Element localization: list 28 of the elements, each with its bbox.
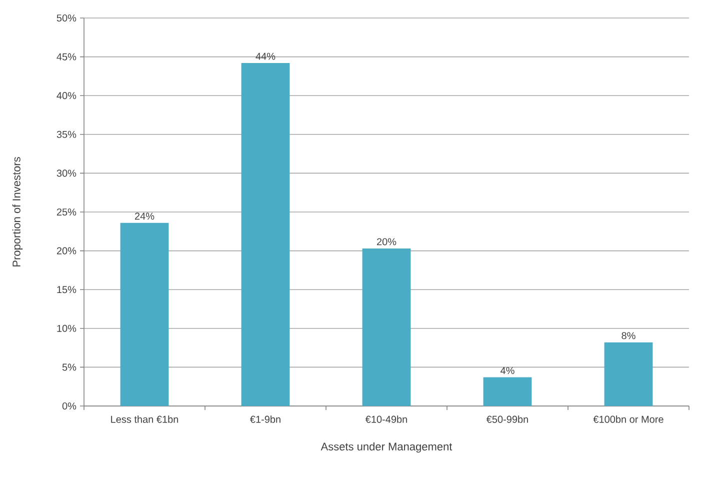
bar (362, 248, 411, 406)
bar (604, 342, 653, 406)
y-tick-label: 10% (57, 324, 76, 332)
x-tick-label: €1-9bn (250, 416, 280, 423)
x-tick-label: €10-49bn (365, 416, 407, 423)
y-tick-label: 0% (62, 402, 76, 410)
y-axis-title: Proportion of Investors (12, 157, 23, 266)
y-tick-label: 30% (56, 170, 76, 177)
x-axis-title: Assets under Management (320, 442, 452, 453)
data-label: 24% (134, 212, 154, 220)
y-tick-label: 45% (56, 53, 76, 60)
data-label: 20% (376, 238, 396, 246)
bar (241, 63, 290, 406)
y-tick-label: 5% (62, 364, 76, 371)
bar (120, 222, 169, 406)
y-tick-label: 50% (56, 14, 76, 22)
y-tick-label: 25% (56, 208, 76, 216)
x-tick-label: €50-99bn (486, 416, 528, 423)
x-tick-label: Less than €1bn (111, 416, 178, 423)
y-tick-label: 35% (56, 130, 76, 138)
y-tick-label: 15% (57, 286, 76, 294)
y-tick-label: 40% (56, 92, 76, 100)
data-label: 44% (256, 52, 276, 60)
data-label: 4% (500, 367, 514, 374)
y-tick-label: 20% (56, 247, 76, 254)
data-label: 8% (622, 332, 636, 340)
x-tick-label: €100bn or More (593, 416, 664, 423)
bar (483, 377, 532, 406)
